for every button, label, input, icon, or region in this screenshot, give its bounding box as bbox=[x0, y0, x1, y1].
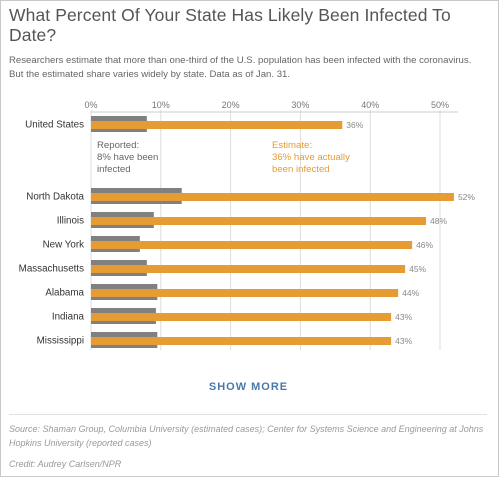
estimate-annotation-line: been infected bbox=[272, 164, 330, 175]
category-label: Mississippi bbox=[37, 336, 84, 347]
bar-row: Massachusetts 45% bbox=[19, 260, 427, 276]
value-label: 48% bbox=[430, 216, 447, 226]
reported-annotation-line: infected bbox=[97, 164, 131, 175]
reported-annotation-line: 8% have been bbox=[97, 152, 158, 163]
bar-chart: 0% 10% 20% 30% 40% 50% United States 36% North … bbox=[19, 100, 475, 350]
value-label: 52% bbox=[458, 192, 475, 202]
category-label: Indiana bbox=[52, 312, 85, 323]
category-label: Massachusetts bbox=[19, 264, 84, 275]
estimate-bar bbox=[91, 217, 427, 225]
estimate-bar bbox=[91, 337, 392, 345]
x-axis-tick-labels: 0% 10% 20% 30% 40% 50% bbox=[84, 100, 449, 110]
estimate-bar bbox=[91, 241, 413, 249]
estimate-annotation-line: 36% have actually bbox=[272, 152, 350, 163]
value-label: 36% bbox=[346, 120, 363, 130]
estimate-bar bbox=[91, 313, 392, 321]
estimate-annotation-heading: Estimate: bbox=[272, 140, 312, 151]
x-tick-label: 20% bbox=[222, 100, 240, 110]
category-label: Alabama bbox=[45, 288, 84, 299]
bar-row: Indiana 43% bbox=[52, 308, 413, 324]
value-label: 45% bbox=[409, 264, 426, 274]
x-tick-label: 30% bbox=[291, 100, 309, 110]
source-note: Source: Shaman Group, Columbia Universit… bbox=[9, 424, 484, 448]
chart-title: What Percent Of Your State Has Likely Be… bbox=[9, 5, 451, 45]
bar-row: North Dakota 52% bbox=[26, 188, 475, 204]
show-more-button[interactable]: SHOW MORE bbox=[208, 381, 289, 393]
estimate-bar bbox=[91, 289, 399, 297]
value-label: 43% bbox=[395, 312, 412, 322]
estimate-bar bbox=[91, 265, 406, 273]
bar-row: Alabama 44% bbox=[45, 284, 420, 300]
chart-subtitle: Researchers estimate that more than one-… bbox=[9, 55, 472, 80]
value-label: 43% bbox=[395, 336, 412, 346]
x-tick-label: 10% bbox=[152, 100, 170, 110]
x-tick-label: 0% bbox=[84, 100, 97, 110]
category-label: New York bbox=[43, 240, 84, 251]
footer-divider bbox=[9, 414, 487, 415]
bar-row: Illinois 48% bbox=[57, 212, 447, 228]
estimate-bar bbox=[91, 193, 454, 201]
value-label: 46% bbox=[416, 240, 433, 250]
bar-row: Mississippi 43% bbox=[37, 332, 413, 348]
annotations: Reported: 8% have been infected Estimate… bbox=[97, 140, 350, 175]
reported-annotation-heading: Reported: bbox=[97, 140, 139, 151]
x-tick-label: 50% bbox=[431, 100, 449, 110]
category-label: United States bbox=[25, 120, 84, 131]
x-tick-label: 40% bbox=[361, 100, 379, 110]
category-label: North Dakota bbox=[26, 192, 84, 203]
credit-note: Credit: Audrey Carlsen/NPR bbox=[9, 459, 122, 469]
value-label: 44% bbox=[402, 288, 419, 298]
bar-rows: United States 36% North Dakota 52% Illinois 4… bbox=[19, 116, 475, 348]
bar-row: New York 46% bbox=[43, 236, 434, 252]
estimate-bar bbox=[91, 121, 343, 129]
category-label: Illinois bbox=[57, 216, 84, 227]
bar-row: United States 36% bbox=[25, 116, 364, 132]
